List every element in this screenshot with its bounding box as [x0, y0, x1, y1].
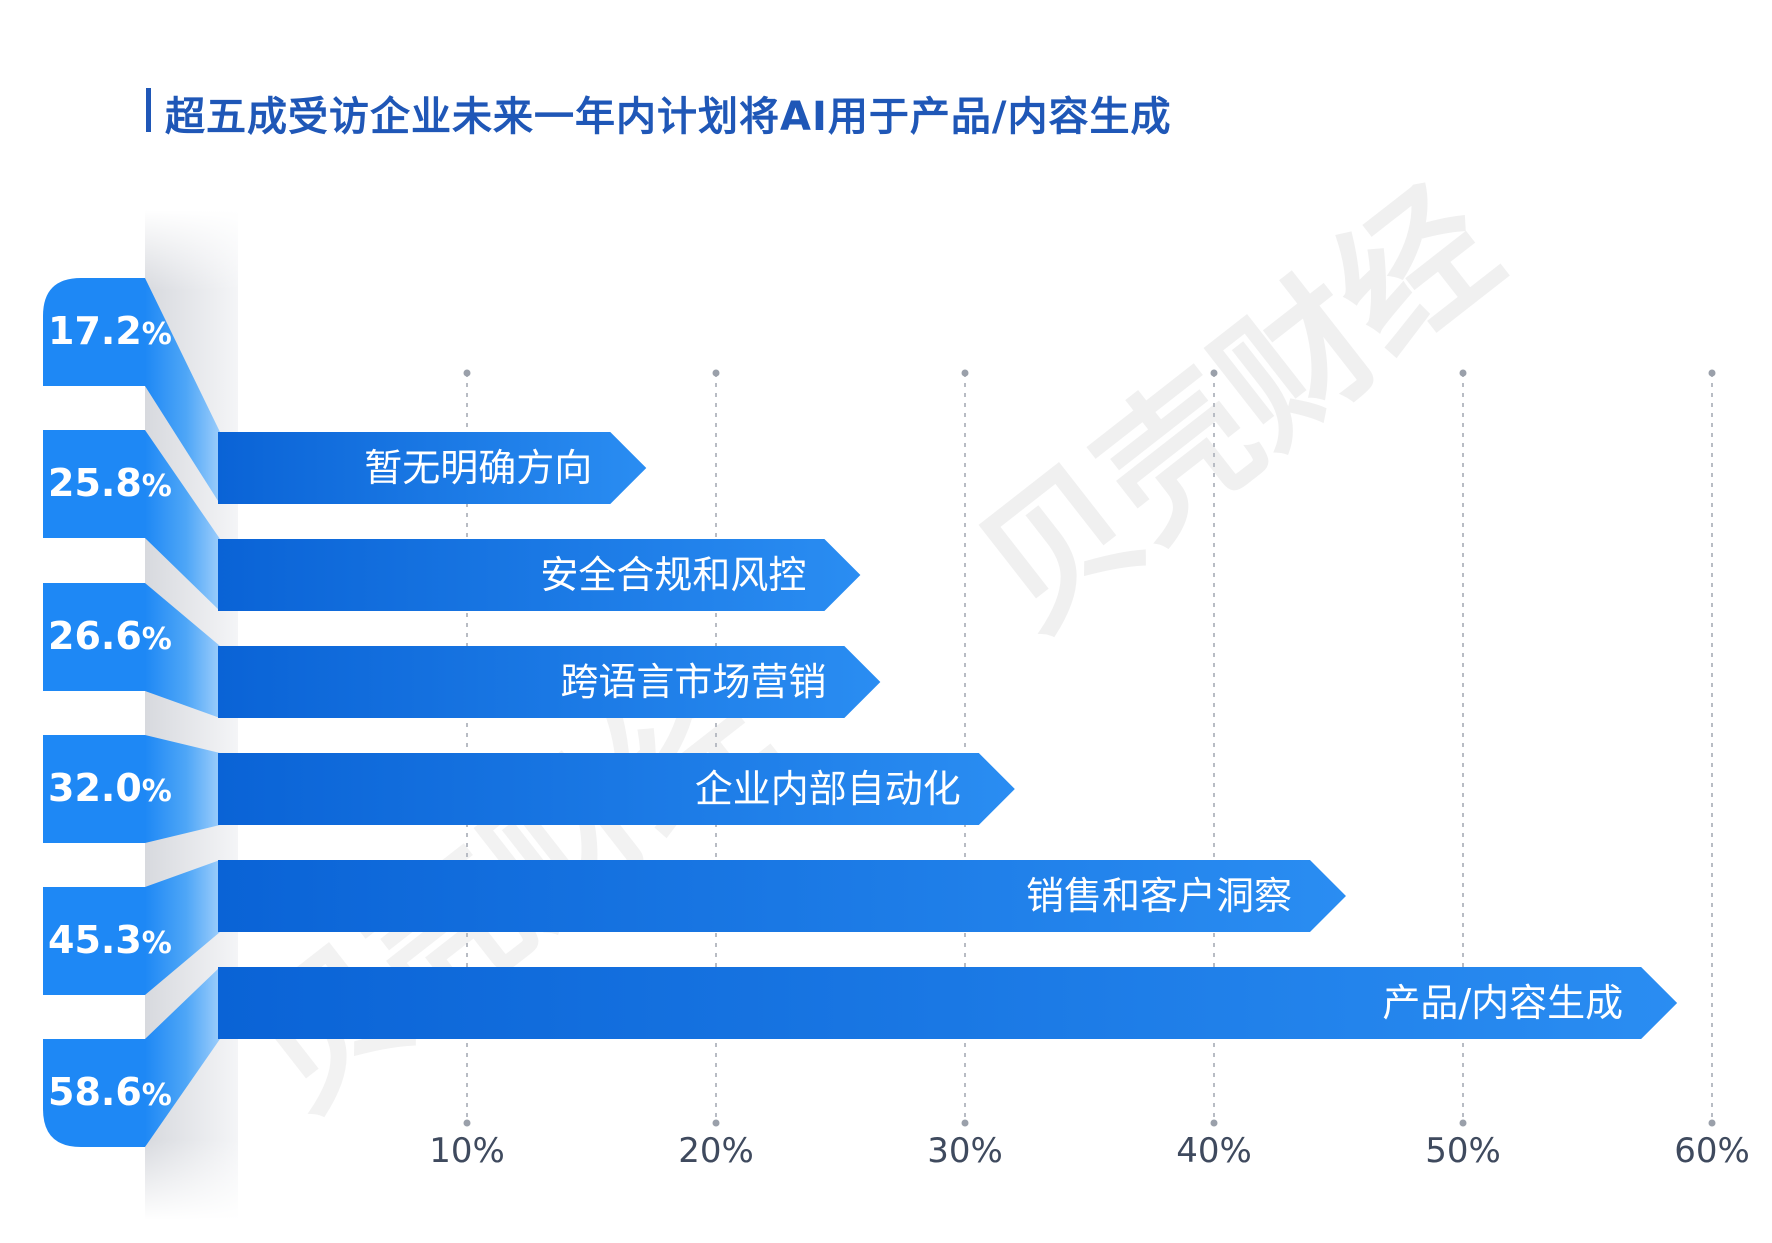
bar: [218, 860, 1346, 932]
bar-value-label: 58.6%: [48, 1070, 172, 1114]
title-accent-bar: [146, 88, 151, 132]
x-tick-label: 60%: [1674, 1131, 1750, 1171]
bar-category-label: 跨语言市场营销: [560, 660, 826, 704]
grid-dot: [463, 369, 471, 377]
grid-dot: [1210, 369, 1218, 377]
grid-dot: [1708, 369, 1716, 377]
value-tab: [43, 583, 145, 691]
grid-dot: [961, 369, 969, 377]
bar-category-label: 销售和客户洞察: [1026, 874, 1292, 918]
x-tick-label: 30%: [927, 1131, 1003, 1171]
bar-connector: [145, 583, 220, 718]
bar-category-label: 安全合规和风控: [540, 553, 806, 597]
chart-title: 超五成受访企业未来一年内计划将AI用于产品/内容生成: [165, 94, 1172, 140]
value-tab: [43, 430, 145, 538]
bar-connector: [145, 278, 220, 504]
bar: [218, 432, 647, 504]
bar-value-label: 26.6%: [48, 614, 172, 658]
value-tab: [43, 887, 145, 995]
bar: [218, 753, 1015, 825]
bar-value-label: 17.2%: [48, 309, 172, 353]
grid-dot: [712, 369, 720, 377]
bar-category-label: 企业内部自动化: [695, 767, 961, 811]
grid-dot: [1459, 369, 1467, 377]
grid-dot: [712, 1119, 720, 1127]
bar-connector: [145, 735, 220, 843]
bar-value-label: 25.8%: [48, 461, 172, 505]
bar-connector: [145, 860, 220, 995]
x-tick-label: 20%: [678, 1131, 754, 1171]
bar-category-label: 产品/内容生成: [1382, 981, 1623, 1025]
x-tick-label: 40%: [1176, 1131, 1252, 1171]
bar-value-label: 45.3%: [48, 918, 172, 962]
x-tick-label: 50%: [1425, 1131, 1501, 1171]
value-tab: [43, 735, 145, 843]
x-tick-label: 10%: [429, 1131, 505, 1171]
watermark-upper: 贝壳财经: [947, 155, 1528, 663]
value-tab: [43, 1039, 145, 1147]
bar-value-label: 32.0%: [48, 766, 172, 810]
bar: [218, 539, 861, 611]
grid-dot: [961, 1119, 969, 1127]
grid-dot: [463, 1119, 471, 1127]
bar-connector: [145, 967, 220, 1147]
grid-dot: [1210, 1119, 1218, 1127]
value-tab: [43, 278, 145, 386]
grid-dot: [1708, 1119, 1716, 1127]
bar-category-label: 暂无明确方向: [364, 446, 592, 490]
bar: [218, 967, 1678, 1039]
grid-dot: [1459, 1119, 1467, 1127]
bar: [218, 646, 881, 718]
bar-connector: [145, 430, 220, 611]
